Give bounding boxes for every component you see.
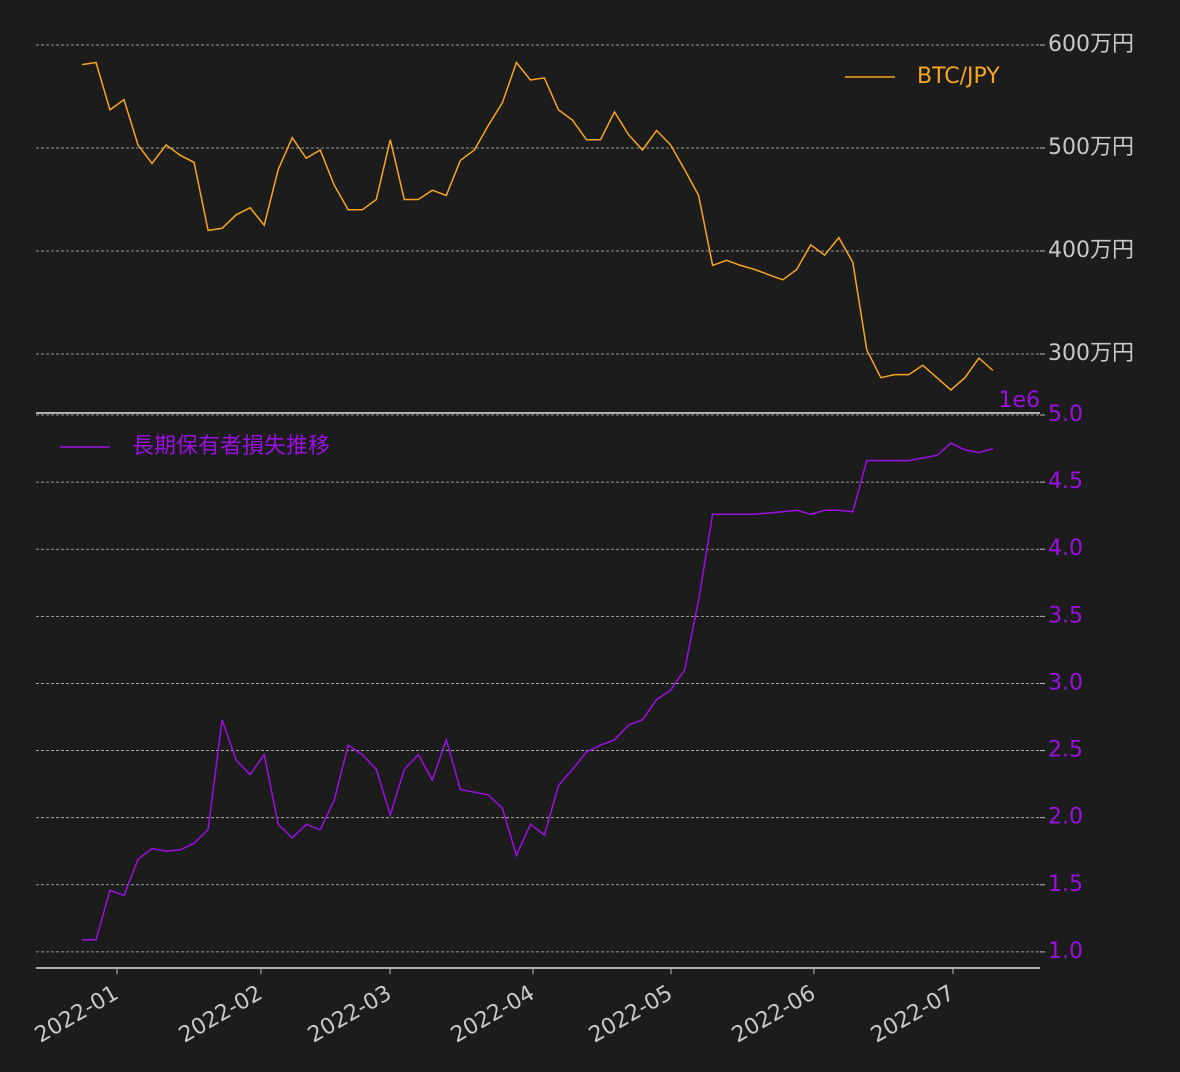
offset-label: 1e6	[998, 388, 1040, 413]
y-tick-label: 1.5	[1048, 872, 1083, 897]
x-tick-label: 2022-02	[175, 981, 267, 1049]
y-tick-label: 400万円	[1048, 238, 1134, 263]
legend-label: BTC/JPY	[917, 64, 1000, 89]
y-tick-label: 4.5	[1048, 469, 1083, 494]
x-tick-label: 2022-07	[867, 981, 959, 1049]
y-tick-label: 2.5	[1048, 738, 1083, 763]
y-tick-label: 4.0	[1048, 536, 1083, 561]
x-tick-label: 2022-06	[728, 981, 820, 1049]
x-tick-label: 2022-04	[447, 981, 539, 1049]
legend-label: 長期保有者損失推移	[132, 434, 330, 459]
y-tick-label: 5.0	[1048, 402, 1083, 427]
series-line	[82, 442, 994, 941]
y-tick-label: 2.0	[1048, 805, 1083, 830]
x-tick-label: 2022-05	[585, 981, 677, 1049]
y-tick-label: 600万円	[1048, 32, 1134, 57]
y-tick-label: 3.5	[1048, 603, 1083, 628]
y-tick-label: 300万円	[1048, 341, 1134, 366]
x-tick-label: 2022-01	[31, 981, 123, 1049]
x-tick-label: 2022-03	[304, 981, 396, 1049]
series-line	[81, 60, 994, 391]
y-tick-label: 3.0	[1048, 670, 1083, 695]
y-tick-label: 1.0	[1048, 939, 1083, 964]
y-tick-label: 500万円	[1048, 135, 1134, 160]
